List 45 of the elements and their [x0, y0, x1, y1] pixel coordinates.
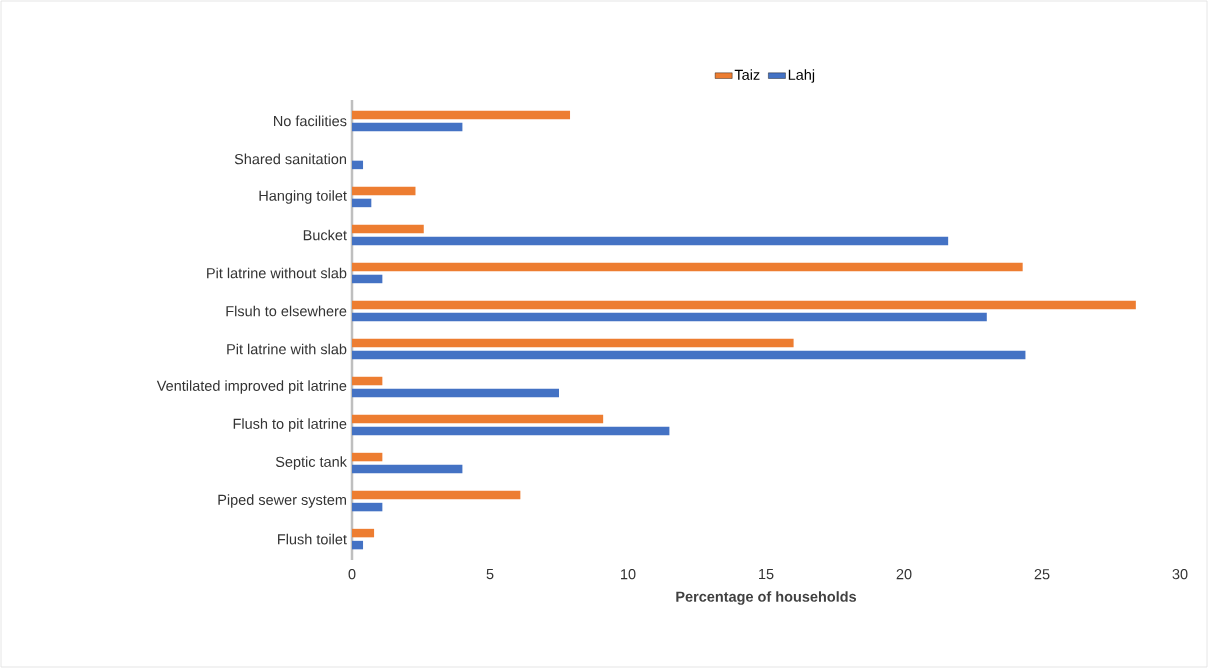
- legend-label: Lahj: [788, 69, 815, 83]
- x-tick-label: 5: [486, 569, 494, 580]
- bar: [352, 350, 1026, 360]
- legend-label: Taiz: [734, 69, 760, 80]
- bar: [352, 110, 571, 120]
- bar: [352, 388, 559, 398]
- y-tick-label: Hanging toilet: [259, 190, 347, 204]
- bar: [352, 224, 424, 234]
- y-tick-label: Flush to pit latrine: [233, 418, 347, 432]
- bar: [352, 540, 364, 550]
- bar: [352, 376, 383, 386]
- bar: [352, 300, 1136, 310]
- bar: [352, 464, 463, 474]
- bar: [352, 414, 604, 424]
- y-tick-label: Septic tank: [275, 456, 347, 470]
- bar: [352, 490, 521, 500]
- x-tick-label: 0: [348, 569, 356, 580]
- y-tick-label: Flsuh to elsewhere: [226, 305, 347, 317]
- y-tick-label: Pit latrine without slab: [207, 267, 347, 279]
- bar: [352, 426, 670, 436]
- bar: [352, 452, 383, 462]
- x-tick-label: 30: [1172, 569, 1188, 580]
- x-tick-label: 15: [759, 569, 774, 580]
- bar: [352, 312, 987, 322]
- y-tick-label: Bucket: [303, 229, 347, 241]
- bar: [352, 186, 416, 196]
- bar: [352, 122, 463, 132]
- y-tick-label: No facilities: [274, 115, 347, 127]
- y-tick-label: Shared sanitation: [234, 153, 346, 165]
- x-tick-label: 25: [1034, 569, 1050, 580]
- bar: [352, 262, 1023, 272]
- bar: [352, 160, 364, 170]
- bar: [352, 502, 383, 512]
- bar: [352, 236, 949, 246]
- bar: [352, 528, 375, 538]
- y-tick-label: Ventilated improved pit latrine: [156, 380, 347, 394]
- x-axis-title: Percentage of households: [676, 591, 857, 605]
- y-tick-label: Pit latrine with slab: [227, 343, 347, 355]
- x-tick-label: 10: [621, 569, 636, 580]
- bar: [352, 274, 383, 284]
- y-tick-label: Piped sewer system: [218, 494, 346, 508]
- bar: [352, 338, 794, 348]
- y-tick-label: Flush toilet: [278, 533, 347, 545]
- x-tick-label: 20: [896, 569, 912, 580]
- bar: [352, 198, 372, 208]
